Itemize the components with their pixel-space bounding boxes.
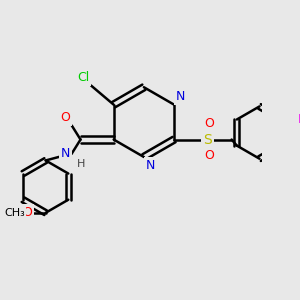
Text: Cl: Cl bbox=[77, 71, 89, 84]
Text: S: S bbox=[203, 133, 212, 146]
Text: O: O bbox=[204, 149, 214, 162]
Text: CH₃: CH₃ bbox=[4, 208, 25, 218]
Text: N: N bbox=[176, 90, 185, 103]
Text: F: F bbox=[298, 113, 300, 126]
Text: O: O bbox=[60, 111, 70, 124]
Text: O: O bbox=[22, 206, 32, 219]
Text: N: N bbox=[61, 147, 70, 160]
Text: H: H bbox=[77, 159, 86, 169]
Text: O: O bbox=[204, 117, 214, 130]
Text: N: N bbox=[146, 159, 155, 172]
